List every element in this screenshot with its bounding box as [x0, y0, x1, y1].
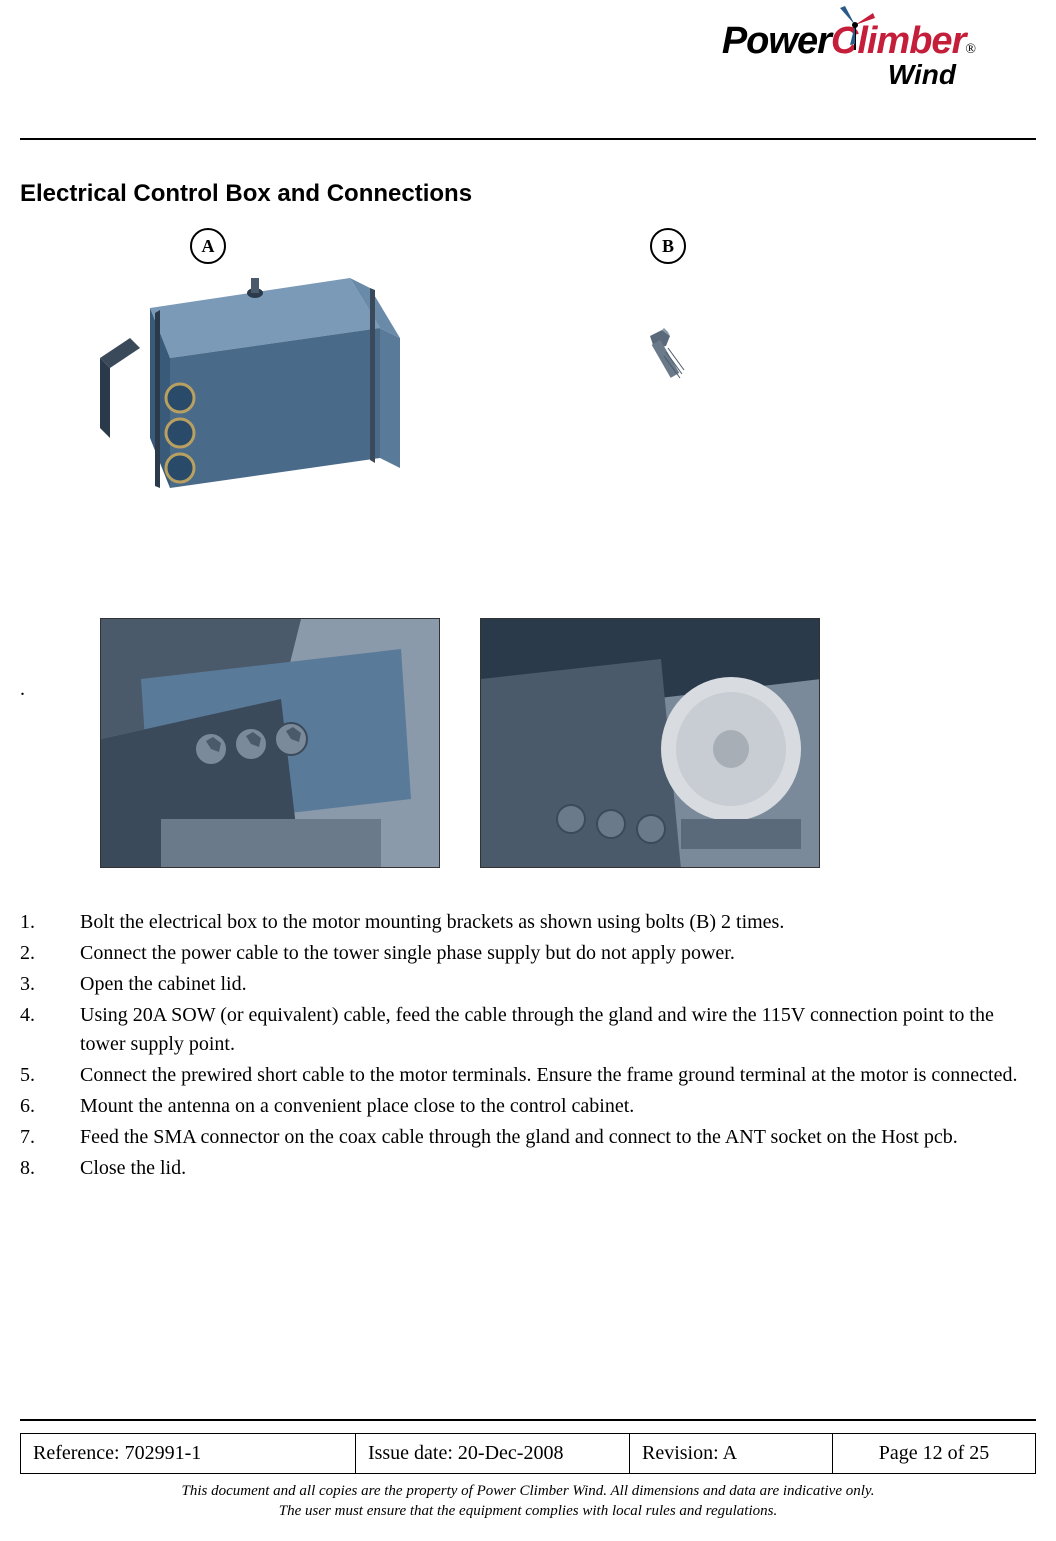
figure-detail-right: [480, 618, 820, 868]
instruction-number: 6.: [20, 1092, 80, 1121]
instruction-text: Feed the SMA connector on the coax cable…: [80, 1123, 1036, 1152]
instruction-text: Open the cabinet lid.: [80, 970, 1036, 999]
logo: Power Climber ® Wind: [722, 20, 976, 91]
instruction-number: 4.: [20, 1001, 80, 1059]
instruction-number: 7.: [20, 1123, 80, 1152]
callout-a: A: [190, 228, 226, 264]
footer-page: Page 12 of 25: [833, 1434, 1036, 1474]
instruction-item: 5. Connect the prewired short cable to t…: [20, 1061, 1036, 1090]
logo-registered-icon: ®: [965, 42, 976, 58]
instruction-item: 4. Using 20A SOW (or equivalent) cable, …: [20, 1001, 1036, 1059]
instruction-number: 1.: [20, 908, 80, 937]
instruction-text: Mount the antenna on a convenient place …: [80, 1092, 1036, 1121]
instruction-item: 1. Bolt the electrical box to the motor …: [20, 908, 1036, 937]
disclaimer-line-1: This document and all copies are the pro…: [20, 1482, 1036, 1502]
footer-rule: [20, 1419, 1036, 1421]
instruction-item: 2. Connect the power cable to the tower …: [20, 939, 1036, 968]
stray-period: .: [20, 678, 25, 701]
instructions-list: 1. Bolt the electrical box to the motor …: [20, 908, 1036, 1185]
logo-power-text: Power: [722, 20, 831, 63]
figures-row-top: A B: [100, 238, 1036, 598]
instruction-text: Connect the prewired short cable to the …: [80, 1061, 1036, 1090]
logo-wordmark: Power Climber ®: [722, 20, 976, 63]
footer-issue-date: Issue date: 20-Dec-2008: [355, 1434, 629, 1474]
section-title: Electrical Control Box and Connections: [20, 180, 1036, 208]
instruction-text: Connect the power cable to the tower sin…: [80, 939, 1036, 968]
instruction-item: 3. Open the cabinet lid.: [20, 970, 1036, 999]
header: Power Climber ® Wind: [20, 20, 1036, 140]
page: Power Climber ® Wind Electrical Control …: [0, 0, 1056, 1541]
footer-revision: Revision: A: [630, 1434, 833, 1474]
footer: Reference: 702991-1 Issue date: 20-Dec-2…: [20, 1419, 1036, 1541]
footer-table: Reference: 702991-1 Issue date: 20-Dec-2…: [20, 1433, 1036, 1474]
instruction-number: 8.: [20, 1154, 80, 1183]
instruction-text: Using 20A SOW (or equivalent) cable, fee…: [80, 1001, 1036, 1059]
instruction-item: 6. Mount the antenna on a convenient pla…: [20, 1092, 1036, 1121]
callout-b: B: [650, 228, 686, 264]
instruction-item: 7. Feed the SMA connector on the coax ca…: [20, 1123, 1036, 1152]
instruction-number: 3.: [20, 970, 80, 999]
control-box-illustration: [100, 238, 420, 538]
wind-turbine-icon: [825, 0, 885, 50]
footer-disclaimer: This document and all copies are the pro…: [20, 1482, 1036, 1521]
footer-reference: Reference: 702991-1: [21, 1434, 356, 1474]
instruction-item: 8. Close the lid.: [20, 1154, 1036, 1183]
instruction-text: Bolt the electrical box to the motor mou…: [80, 908, 1036, 937]
disclaimer-line-2: The user must ensure that the equipment …: [20, 1502, 1036, 1522]
logo-wind-text: Wind: [888, 59, 956, 91]
figures-row-bottom: .: [100, 618, 1036, 878]
figure-control-box: [100, 238, 420, 543]
instruction-number: 2.: [20, 939, 80, 968]
instruction-number: 5.: [20, 1061, 80, 1090]
figure-bolt: [640, 318, 710, 388]
figure-detail-left: [100, 618, 440, 868]
instruction-text: Close the lid.: [80, 1154, 1036, 1183]
